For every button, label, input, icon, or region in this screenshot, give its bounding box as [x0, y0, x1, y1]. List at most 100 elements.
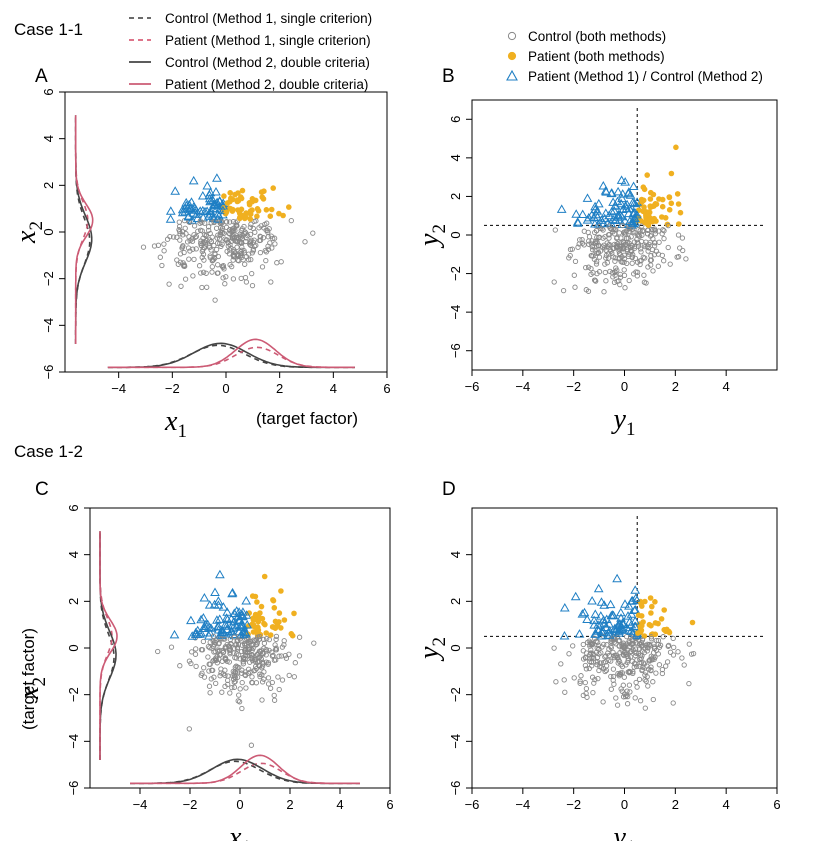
point-control — [214, 240, 221, 246]
x-tick-label: 4 — [336, 797, 343, 812]
point-patient — [668, 170, 675, 177]
point-control — [618, 670, 624, 676]
point-mixed — [205, 206, 216, 215]
point-control — [655, 637, 662, 644]
point-control — [253, 218, 259, 224]
point-mixed — [210, 199, 220, 209]
point-control — [253, 636, 260, 643]
point-control — [198, 270, 204, 276]
point-patient — [648, 610, 654, 616]
point-mixed — [610, 201, 621, 210]
legend-right-marker-0 — [507, 31, 517, 41]
point-control — [248, 645, 254, 651]
point-control — [238, 249, 244, 255]
point-control — [632, 652, 639, 659]
point-mixed — [590, 609, 601, 618]
point-patient — [674, 191, 681, 197]
point-control — [566, 255, 572, 261]
point-patient — [250, 622, 257, 628]
point-control — [175, 261, 181, 267]
point-control — [231, 254, 237, 260]
point-mixed — [188, 175, 199, 185]
point-control — [226, 227, 233, 233]
point-control — [206, 683, 213, 689]
point-control — [236, 692, 242, 698]
point-mixed — [609, 205, 620, 215]
point-patient — [259, 194, 266, 200]
point-control — [214, 660, 220, 666]
point-control — [213, 680, 219, 687]
point-control — [203, 270, 209, 276]
point-control — [562, 689, 568, 695]
point-patient — [249, 593, 256, 599]
legend-right-label-2: Patient (Method 1) / Control (Method 2) — [528, 69, 763, 84]
point-control — [594, 234, 600, 241]
point-control — [600, 659, 607, 666]
point-control — [224, 237, 230, 243]
point-control — [594, 661, 600, 668]
point-control — [225, 243, 231, 249]
x-tick-label: −2 — [165, 381, 180, 396]
point-mixed — [630, 616, 641, 625]
point-control — [231, 650, 237, 656]
point-control — [610, 649, 616, 656]
point-control — [624, 688, 630, 694]
point-control — [209, 264, 215, 270]
point-patient — [238, 195, 245, 202]
legend-left-label-3: Patient (Method 2, double criteria) — [165, 77, 368, 92]
point-control — [579, 236, 585, 243]
point-control — [622, 285, 628, 291]
y-tick-label: −2 — [448, 266, 463, 281]
point-control — [586, 665, 592, 672]
point-patient — [221, 193, 227, 199]
y-axis-label: y2 — [414, 224, 450, 249]
point-patient — [228, 195, 234, 202]
point-control — [629, 641, 635, 648]
point-control — [265, 661, 271, 667]
point-patient — [650, 218, 657, 224]
point-mixed — [570, 591, 581, 601]
point-control — [595, 642, 601, 649]
point-control — [659, 231, 665, 237]
point-control — [632, 695, 638, 701]
point-control — [207, 690, 213, 696]
point-mixed — [203, 211, 214, 220]
point-patient — [689, 619, 696, 626]
point-control — [311, 640, 317, 646]
point-mixed — [222, 607, 233, 616]
y-axis-label: x2 — [14, 677, 50, 700]
point-patient — [641, 219, 648, 225]
point-control — [588, 647, 594, 653]
point-mixed — [187, 631, 198, 640]
point-mixed — [587, 595, 597, 605]
point-patient — [641, 186, 648, 193]
point-control — [606, 235, 612, 241]
point-control — [589, 244, 595, 250]
point-mixed — [605, 599, 616, 609]
point-mixed — [615, 607, 626, 617]
point-control — [645, 227, 651, 233]
x-axis-label: y1 — [611, 404, 636, 440]
point-control — [593, 238, 599, 244]
point-control — [632, 230, 638, 236]
point-control — [269, 653, 276, 659]
point-control — [239, 670, 245, 676]
point-control — [200, 269, 207, 275]
point-control — [596, 234, 602, 241]
point-control — [221, 266, 227, 272]
point-control — [645, 683, 651, 689]
point-control — [271, 692, 277, 699]
point-control — [604, 642, 610, 648]
point-control — [588, 271, 594, 277]
point-patient — [227, 190, 233, 196]
x-tick-label: −6 — [465, 797, 480, 812]
point-control — [591, 680, 597, 686]
point-patient — [673, 144, 679, 151]
point-control — [674, 254, 680, 260]
point-control — [646, 642, 652, 648]
point-control — [615, 670, 621, 677]
point-mixed — [204, 600, 215, 609]
point-patient — [661, 607, 668, 613]
point-mixed — [196, 614, 206, 624]
point-control — [310, 230, 316, 236]
